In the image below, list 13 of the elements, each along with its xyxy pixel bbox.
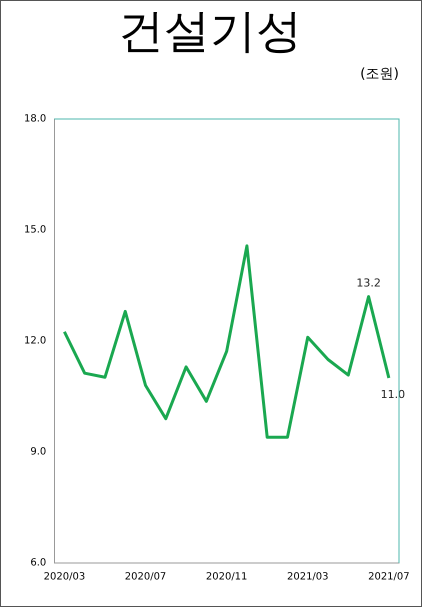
y-tick-label: 18.0	[24, 114, 46, 125]
chart-title: 건설기성	[118, 4, 302, 58]
y-tick-label: 15.0	[24, 224, 46, 236]
x-tick-label: 2021/03	[286, 572, 329, 583]
data-label: 13.2	[356, 276, 381, 290]
y-tick-label: 6.0	[30, 558, 46, 569]
y-tick-label: 9.0	[30, 446, 46, 458]
x-tick-label: 2021/07	[368, 572, 410, 583]
chart-subtitle: (조원)	[360, 66, 399, 82]
x-tick-label: 2020/07	[124, 572, 166, 583]
x-tick-label: 2020/11	[206, 572, 248, 583]
x-tick-label: 2020/03	[44, 572, 86, 583]
y-tick-label: 12.0	[24, 336, 46, 347]
